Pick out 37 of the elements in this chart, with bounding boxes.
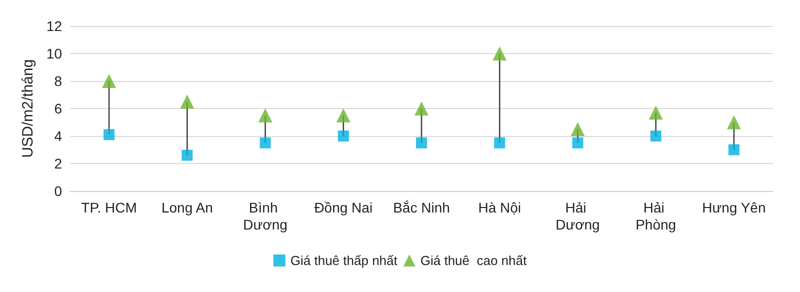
x-tick-label: Hải Phòng [636, 200, 676, 232]
point [572, 137, 584, 148]
y-tick-label: 2 [54, 156, 62, 172]
y-tick-label: 8 [54, 73, 62, 89]
point [648, 106, 663, 120]
point [104, 129, 115, 140]
point [336, 108, 350, 122]
point [338, 130, 349, 142]
point [260, 137, 271, 148]
point [180, 94, 194, 109]
y-tick-label: 6 [54, 100, 62, 116]
x-tick-label: Hải Dương [556, 200, 600, 232]
y-tick-label: 0 [54, 183, 62, 199]
point [492, 46, 507, 60]
x-tick-label: Long An [161, 200, 213, 216]
y-tick-label: 10 [46, 46, 62, 62]
y-tick-label: 12 [46, 18, 62, 34]
point [494, 137, 506, 148]
point [728, 144, 740, 156]
point [416, 137, 427, 148]
x-tick-label: TP. HCM [81, 200, 137, 216]
x-tick-label: Đồng Nai [314, 200, 373, 216]
legend-label: Giá thuê thấp nhất [290, 253, 398, 268]
x-tick-label: Bắc Ninh [393, 200, 450, 216]
point [258, 108, 272, 122]
x-tick-label: Hà Nội [478, 200, 522, 216]
point [570, 122, 585, 136]
point [650, 130, 662, 142]
x-tick-label: Hưng Yên [702, 200, 766, 216]
point [182, 150, 193, 161]
y-tick-label: 4 [54, 128, 62, 144]
point [414, 102, 428, 116]
legend-label: Giá thuê cao nhất [420, 253, 527, 268]
x-tick-label: Bình Dương [243, 200, 288, 232]
point [726, 115, 741, 130]
point [102, 74, 116, 88]
y-axis-title: USD/m2/tháng [20, 59, 37, 158]
